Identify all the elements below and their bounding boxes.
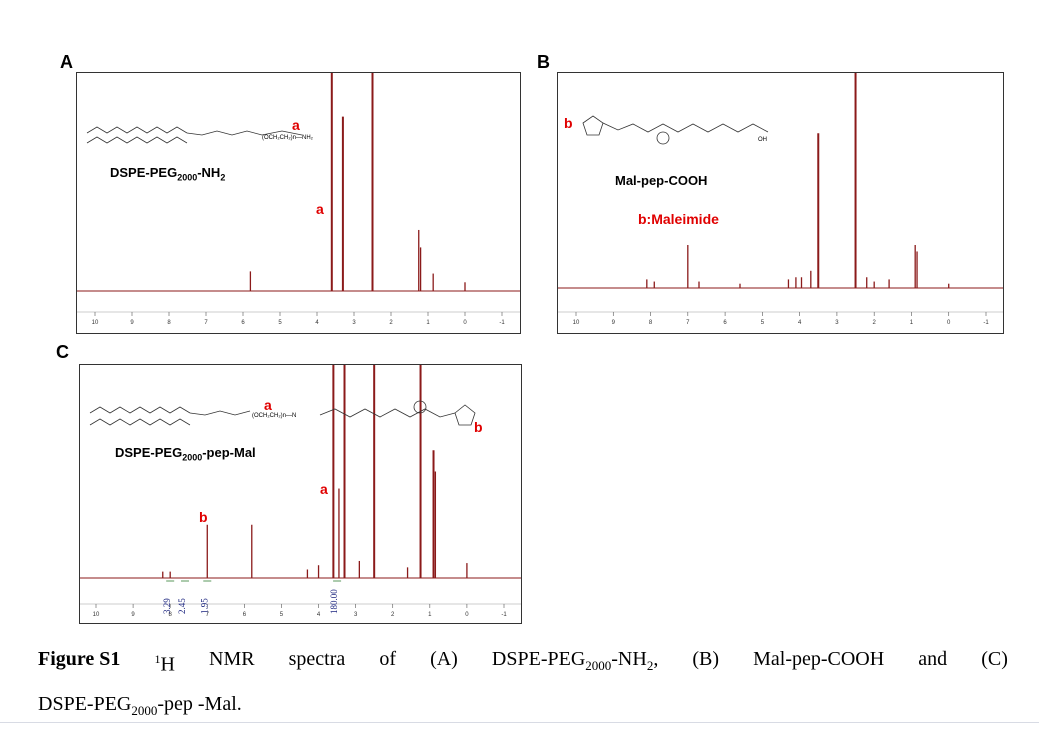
compound-label-b: Mal-pep-COOH [615, 173, 708, 188]
label-b-struct-b: b [564, 115, 573, 131]
struct-frag-a: (OCH₂CH₂)n—NH₂ [262, 135, 313, 141]
x-tick-label-9: 1 [428, 612, 432, 618]
integral-label-2: 1.95 [199, 598, 209, 614]
x-tick-label-3: 7 [206, 612, 210, 618]
x-tick-label-10: 0 [947, 320, 951, 326]
panel-letter-a: A [60, 52, 73, 72]
spectrum-c-svg: 10 9 8 7 6 5 4 3 2 1 0 -13.29 2.45 1.95 180.00 [80, 365, 521, 618]
caption-line-2: DSPE-PEG2000-pep -Mal. [38, 693, 242, 718]
x-tick-label-2: 8 [649, 320, 653, 326]
x-tick-label-2: 8 [169, 612, 173, 618]
x-tick-label-0: 10 [573, 320, 580, 326]
x-tick-label-11: -1 [499, 320, 505, 326]
x-tick-label-11: -1 [501, 612, 507, 618]
label-a-struct-a: a [292, 117, 300, 133]
x-tick-label-3: 7 [204, 320, 208, 326]
label-b-struct-c: b [474, 419, 483, 435]
spectrum-b-svg: 10 9 8 7 6 5 4 3 2 1 0 -1 [558, 73, 1003, 326]
x-tick-label-7: 3 [835, 320, 839, 326]
compound-label-a: DSPE-PEG2000-NH2 [110, 165, 226, 183]
spectrum-panel-b: 10 9 8 7 6 5 4 3 2 1 0 -1 b OH Mal-pep-COOH b:Malei… [557, 72, 1004, 334]
integral-label-3: 180.00 [329, 589, 339, 614]
x-tick-label-0: 10 [92, 320, 99, 326]
x-tick-label-6: 4 [798, 320, 802, 326]
label-a-peak-c: a [320, 481, 328, 497]
compound-label-c: DSPE-PEG2000-pep-Mal [115, 445, 256, 463]
x-tick-label-6: 4 [315, 320, 319, 326]
figure-caption: Figure S1 1H NMR spectra of (A) DSPE-PEG… [38, 640, 1008, 730]
structure-b [582, 115, 769, 145]
x-tick-label-6: 4 [317, 612, 321, 618]
page-divider [0, 722, 1039, 723]
x-tick-label-2: 8 [167, 320, 171, 326]
panel-letter-b: B [537, 52, 550, 72]
x-tick-label-4: 6 [723, 320, 727, 326]
x-tick-label-4: 6 [241, 320, 245, 326]
x-tick-label-8: 2 [873, 320, 877, 326]
label-b-peak-c: b [199, 509, 208, 525]
x-tick-label-8: 2 [389, 320, 393, 326]
structure-c [89, 400, 476, 426]
x-tick-label-0: 10 [93, 612, 100, 618]
structure-a [86, 126, 303, 144]
panel-letter-c: C [56, 342, 69, 362]
struct-frag-c: (OCH₂CH₂)n—N [252, 413, 297, 419]
integral-label-0: 3.29 [162, 598, 172, 614]
x-tick-label-4: 6 [243, 612, 247, 618]
x-tick-label-1: 9 [612, 320, 616, 326]
x-tick-label-11: -1 [983, 320, 989, 326]
integral-label-1: 2.45 [177, 598, 187, 614]
x-tick-label-1: 9 [130, 320, 134, 326]
x-tick-label-9: 1 [426, 320, 430, 326]
x-tick-label-10: 0 [463, 320, 467, 326]
spectrum-panel-c: 10 9 8 7 6 5 4 3 2 1 0 -1 3.29 2.45 1.95 180.00 (OCH₂CH… [79, 364, 522, 624]
x-tick-label-7: 3 [354, 612, 358, 618]
x-tick-label-5: 5 [278, 320, 282, 326]
maleimide-annotation: b:Maleimide [638, 211, 719, 227]
x-tick-label-8: 2 [391, 612, 395, 618]
spectrum-a-svg: 10 9 8 7 6 5 4 3 2 1 0 -1 [77, 73, 520, 326]
x-tick-label-5: 5 [761, 320, 765, 326]
caption-line-1: Figure S1 1H NMR spectra of (A) DSPE-PEG… [38, 648, 1008, 676]
x-tick-label-10: 0 [465, 612, 469, 618]
x-tick-label-1: 9 [131, 612, 135, 618]
label-a-peak-a: a [316, 201, 324, 217]
x-tick-label-9: 1 [910, 320, 914, 326]
label-a-struct-c: a [264, 397, 272, 413]
x-tick-label-3: 7 [686, 320, 690, 326]
spectrum-panel-a: 10 9 8 7 6 5 4 3 2 1 0 -1 (OCH₂CH₂)n—NH₂ a DSPE-PEG… [76, 72, 521, 334]
x-tick-label-7: 3 [352, 320, 356, 326]
struct-frag-b: OH [758, 137, 767, 143]
x-tick-label-5: 5 [280, 612, 284, 618]
